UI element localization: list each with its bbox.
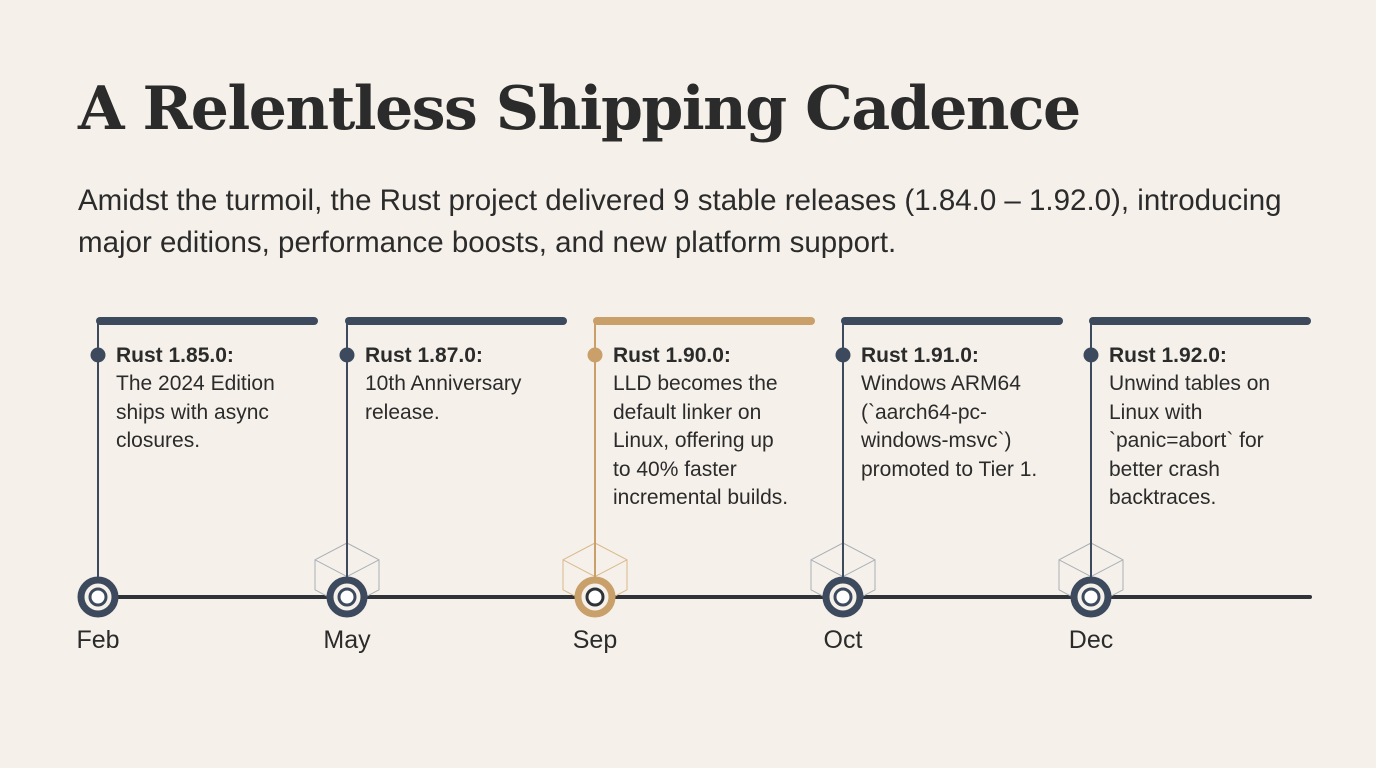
release-node-inner [337,587,357,607]
release-version: Rust 1.87.0: [365,344,483,367]
release-marker [314,317,567,618]
hexagon-decoration-line [810,559,844,578]
release-marker [810,317,1063,618]
month-label: Oct [823,626,863,654]
release-description: Unwind tables on Linux with `panic=abort… [1109,372,1271,509]
release-marker [1058,317,1311,618]
release-marker [77,317,318,618]
release-marker [562,317,815,618]
release-description: 10th Anniversary release. [365,372,522,424]
timeline-markers [77,317,1311,618]
release-description: Windows ARM64 (`aarch64-pc- windows-msvc… [861,372,1038,481]
release-card: Rust 1.85.0: The 2024 Edition ships with … [116,342,326,456]
hexagon-decoration-line [346,559,380,578]
release-version: Rust 1.92.0: [1109,344,1227,367]
month-label: Feb [76,626,120,654]
page-title: A Relentless Shipping Cadence [78,74,1081,144]
hexagon-decoration-line [562,559,596,578]
month-label: May [323,626,371,654]
release-card: Rust 1.90.0: LLD becomes the default link… [613,342,823,513]
hexagon-decoration-line [842,559,876,578]
release-card: Rust 1.92.0: Unwind tables on Linux with … [1109,342,1319,513]
release-dot [90,347,106,363]
release-version: Rust 1.91.0: [861,344,979,367]
month-label: Sep [572,626,618,654]
release-description: The 2024 Edition ships with async closur… [116,372,275,452]
hexagon-decoration-line [594,559,628,578]
release-card: Rust 1.87.0: 10th Anniversary release. [365,342,575,427]
page-subtitle: Amidst the turmoil, the Rust project del… [78,184,1282,259]
release-node-inner [88,587,108,607]
release-version: Rust 1.85.0: [116,344,234,367]
release-description: LLD becomes the default linker on Linux,… [613,372,789,509]
release-node-inner [585,587,605,607]
month-label: Dec [1068,626,1114,654]
release-node-inner [833,587,853,607]
release-dot [1083,347,1099,363]
release-dot [339,347,355,363]
release-dot [835,347,851,363]
release-version: Rust 1.90.0: [613,344,731,367]
release-node-inner [1081,587,1101,607]
hexagon-decoration-line [314,559,348,578]
release-dot [587,347,603,363]
release-card: Rust 1.91.0: Windows ARM64 (`aarch64-pc- … [861,342,1071,484]
hexagon-decoration-line [1090,559,1124,578]
hexagon-decoration-line [1058,559,1092,578]
